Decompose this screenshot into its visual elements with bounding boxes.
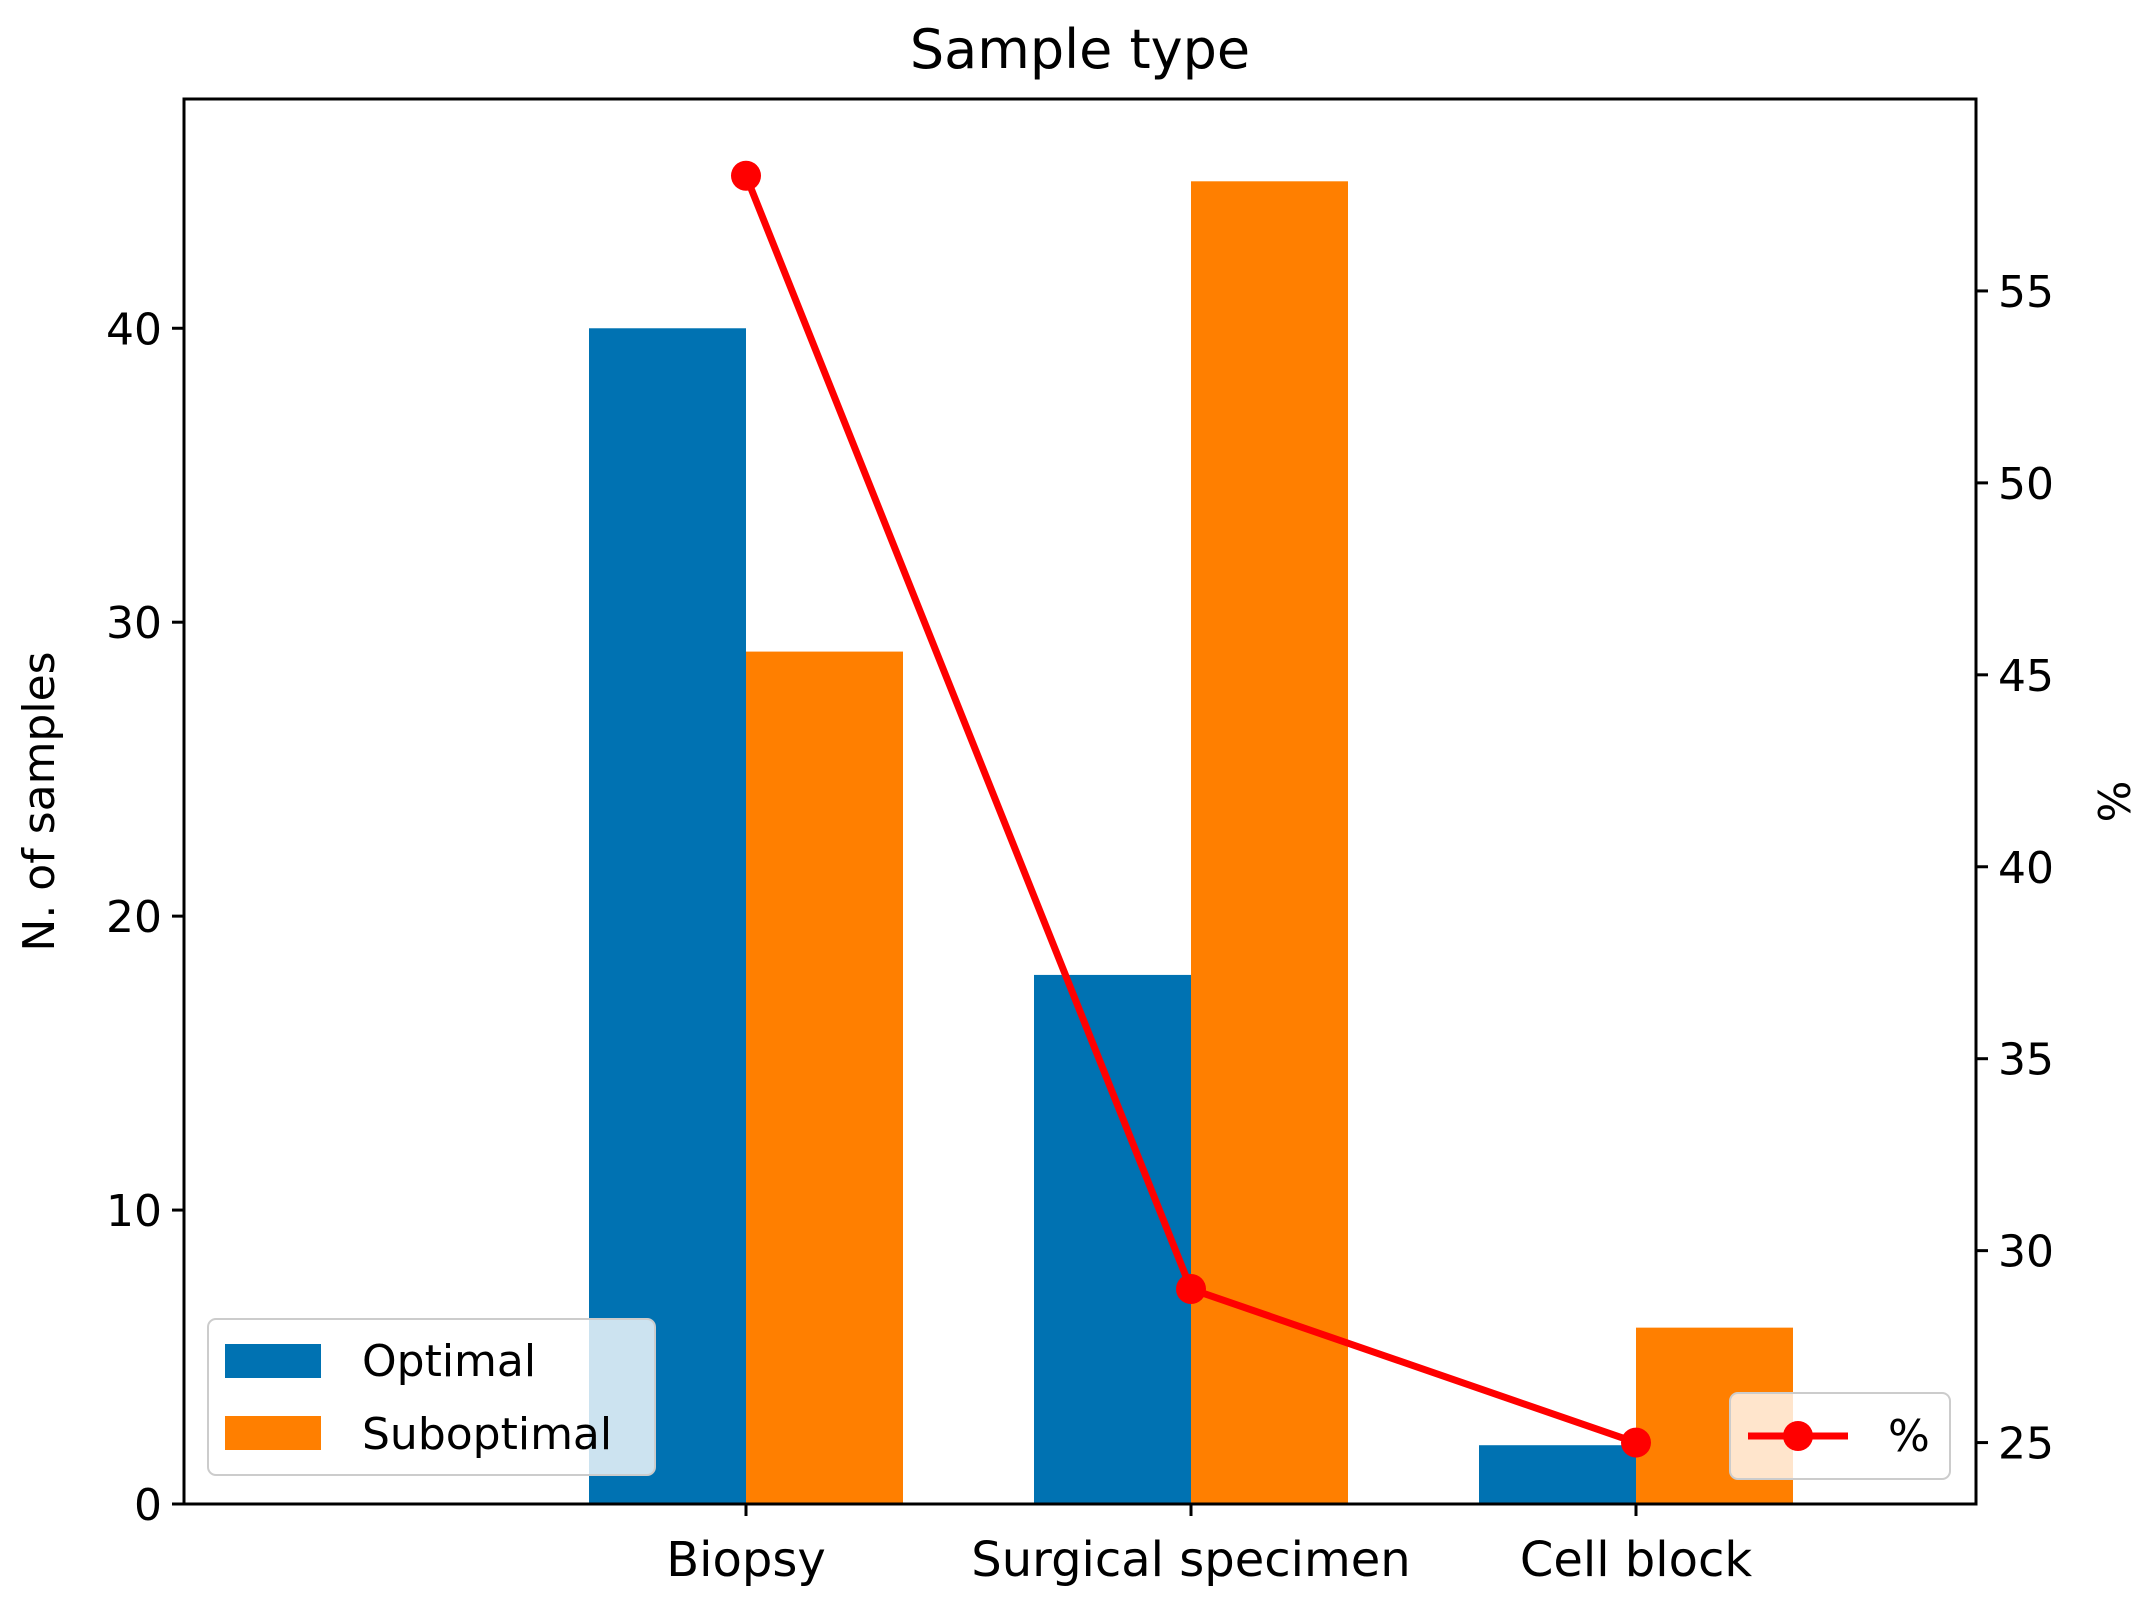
y2-tick-label: 45 xyxy=(1998,651,2054,702)
legend-label-optimal: Optimal xyxy=(362,1336,536,1387)
y-tick-label: 30 xyxy=(106,598,162,649)
y-axis-label: N. of samples xyxy=(14,651,65,951)
legend-swatch-suboptimal xyxy=(225,1416,321,1450)
y-tick-label: 40 xyxy=(106,304,162,355)
legend-swatch-optimal xyxy=(225,1344,321,1378)
legend-label-suboptimal: Suboptimal xyxy=(362,1409,612,1460)
y2-tick-label: 30 xyxy=(1998,1227,2054,1278)
x-tick-label: Biopsy xyxy=(666,1532,826,1588)
x-tick-label: Cell block xyxy=(1520,1532,1753,1588)
chart-title: Sample type xyxy=(910,18,1250,81)
y2-tick-label: 50 xyxy=(1998,459,2054,510)
y2-tick-label: 40 xyxy=(1998,843,2054,894)
line-point-1 xyxy=(731,160,761,191)
legend-line-marker xyxy=(1783,1421,1813,1451)
bar-suboptimal-1 xyxy=(746,651,903,1504)
y2-tick-label: 35 xyxy=(1998,1035,2054,1086)
y-tick-label: 0 xyxy=(134,1480,162,1531)
line-point-2 xyxy=(1176,1274,1206,1305)
y2-tick-label: 55 xyxy=(1998,267,2054,318)
y2-tick-label: 25 xyxy=(1998,1419,2054,1470)
plot-frame xyxy=(182,97,1978,1506)
bar-optimal-3 xyxy=(1479,1445,1636,1504)
y-tick-label: 20 xyxy=(106,892,162,943)
x-tick-label: Surgical specimen xyxy=(971,1532,1410,1588)
bar-optimal-1 xyxy=(589,328,746,1504)
bar-suboptimal-2 xyxy=(1191,181,1348,1504)
y-tick-label: 10 xyxy=(106,1186,162,1237)
legend-label-percent: % xyxy=(1888,1411,1930,1462)
y2-axis-label: % xyxy=(2087,781,2138,823)
line-point-3 xyxy=(1621,1427,1651,1458)
bar-optimal-2 xyxy=(1034,974,1191,1504)
